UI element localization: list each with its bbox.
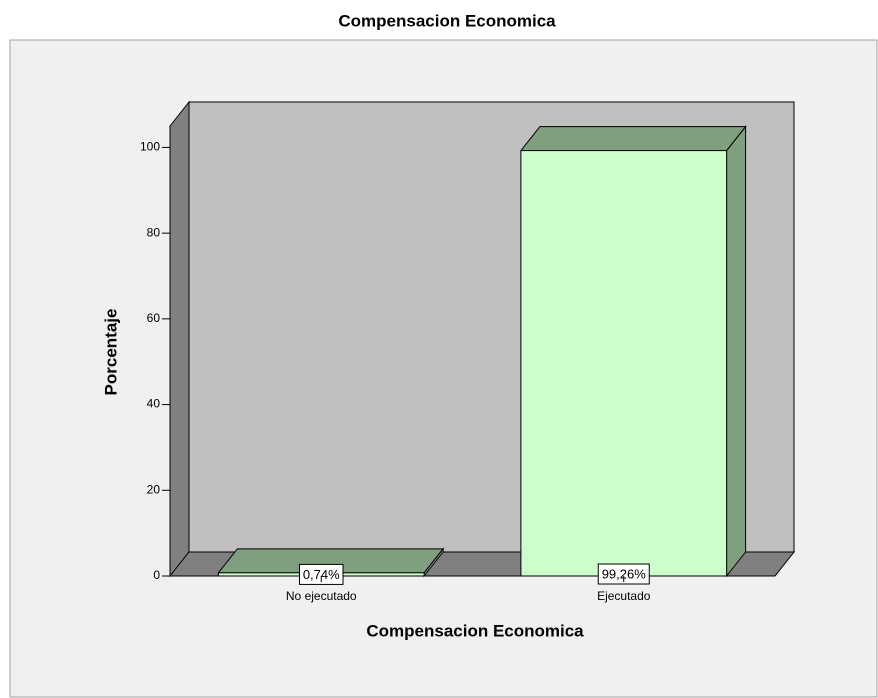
- y-tick-label: 80: [147, 225, 161, 239]
- y-tick-label: 20: [147, 482, 161, 496]
- x-axis-title: Compensacion Economica: [366, 621, 584, 640]
- bar-side: [726, 125, 747, 578]
- bar-top: [519, 126, 747, 152]
- y-tick-label: 60: [147, 311, 161, 325]
- value-label: 0,74%: [303, 567, 340, 582]
- y-tick-label: 0: [153, 568, 160, 582]
- x-tick-label: Ejecutado: [597, 589, 651, 603]
- chart-title: Compensacion Economica: [338, 11, 556, 30]
- value-label-box: [597, 563, 650, 585]
- y-tick-label: 100: [140, 140, 160, 154]
- x-tick-label: No ejecutado: [286, 589, 357, 603]
- bar: [520, 150, 728, 577]
- y-axis-title: Porcentaje: [101, 309, 120, 396]
- y-tick-label: 40: [147, 397, 161, 411]
- value-label-box: [299, 563, 344, 585]
- left-wall: [169, 100, 190, 578]
- value-label: 99,26%: [602, 566, 647, 581]
